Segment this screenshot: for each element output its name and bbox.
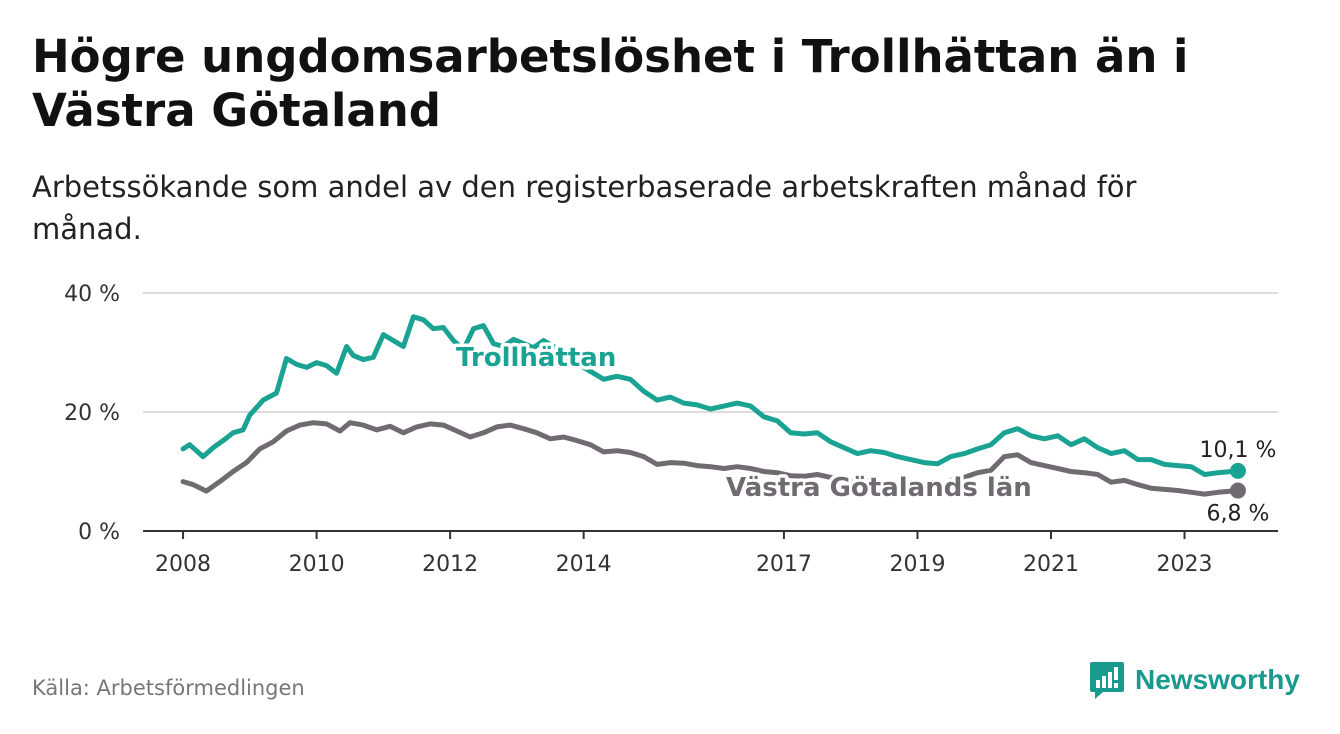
vastra-gotaland-endpoint [1229, 482, 1246, 499]
x-tick-label: 2012 [422, 552, 478, 577]
y-tick-label: 40 % [64, 282, 120, 307]
x-tick-label: 2017 [756, 552, 812, 577]
x-tick-label: 2023 [1157, 552, 1213, 577]
x-tick-label: 2014 [556, 552, 612, 577]
trollhattan-end-label: 10,1 % [1199, 438, 1276, 463]
y-tick-label: 0 % [78, 520, 120, 545]
x-tick-label: 2010 [289, 552, 345, 577]
vastra-gotaland-line [180, 420, 1241, 497]
x-tick-label: 2021 [1023, 552, 1079, 577]
page-title: Högre ungdomsarbetslöshet i Trollhättan … [32, 30, 1189, 137]
trollhattan-endpoint [1229, 462, 1246, 479]
brand-name: Newsworthy [1135, 664, 1300, 695]
trollhattan-line [180, 314, 1241, 477]
trollhattan-series-label: Trollhättan [456, 343, 616, 373]
source-note: Källa: Arbetsförmedlingen [32, 676, 305, 700]
vastra-gotaland-series-label: Västra Götalands län [726, 473, 1032, 503]
x-tick-label: 2008 [155, 552, 211, 577]
y-tick-label: 20 % [64, 401, 120, 426]
brand-logo: Newsworthy [1089, 660, 1300, 700]
newsworthy-logo-icon [1090, 662, 1124, 699]
vastra-gotaland-end-label: 6,8 % [1206, 502, 1269, 527]
page-subtitle: Arbetssökande som andel av den registerb… [32, 170, 1137, 246]
x-tick-label: 2019 [889, 552, 945, 577]
